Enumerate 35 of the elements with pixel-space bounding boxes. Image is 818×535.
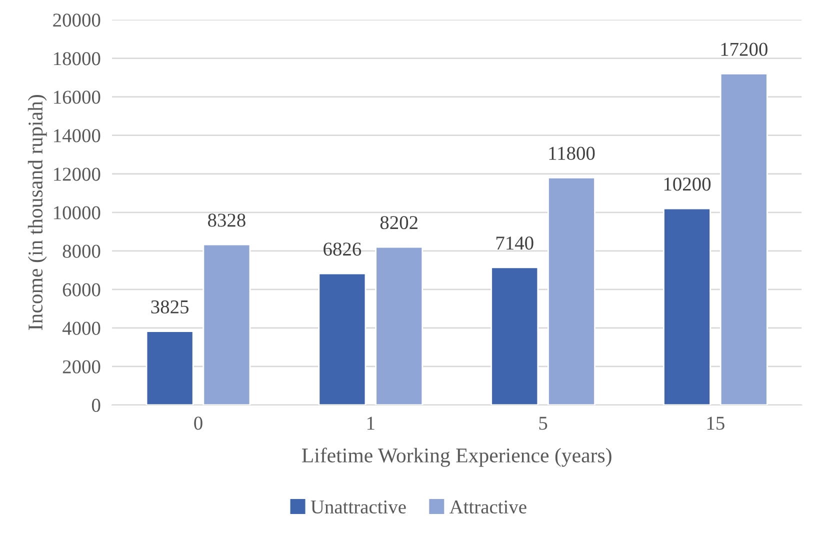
data-label: 10200 (664, 178, 711, 191)
y-tick-label: 20000 (53, 14, 100, 27)
legend-label: Unattractive (310, 500, 406, 514)
bar (146, 330, 194, 405)
bar (720, 73, 768, 405)
x-tick-label: 1 (368, 416, 374, 430)
y-tick-label: 4000 (62, 322, 100, 335)
data-label: 7140 (496, 236, 534, 250)
data-label: 17200 (721, 42, 768, 56)
data-label: 8328 (208, 214, 246, 227)
y-tick-label: 8000 (62, 244, 100, 258)
y-tick-label: 6000 (62, 283, 100, 296)
bar (202, 244, 251, 405)
x-tick-label: 15 (707, 416, 724, 430)
x-tick-label: 5 (539, 416, 548, 430)
bar (548, 177, 596, 405)
bar (490, 266, 539, 405)
y-axis-title: Income (in thousand rupiah) (28, 95, 47, 330)
bar (663, 208, 711, 405)
y-tick-label: 14000 (54, 129, 100, 142)
data-label: 6826 (324, 242, 362, 256)
y-tick-label: 16000 (54, 90, 100, 104)
y-tick-label: 2000 (62, 360, 100, 374)
x-tick-label: 0 (194, 416, 202, 430)
data-label: 3825 (151, 300, 189, 314)
bar (375, 246, 424, 405)
data-label: 11800 (549, 146, 595, 160)
legend-label: Attractive (449, 500, 526, 514)
y-tick-label: 18000 (54, 52, 100, 66)
bar (318, 272, 366, 405)
y-tick-label: 12000 (54, 168, 100, 181)
y-tick-label: 10000 (54, 206, 100, 220)
data-label: 8202 (380, 216, 418, 230)
x-axis-title: Lifetime Working Experience (years) (302, 448, 612, 467)
y-tick-label: 0 (92, 398, 100, 412)
